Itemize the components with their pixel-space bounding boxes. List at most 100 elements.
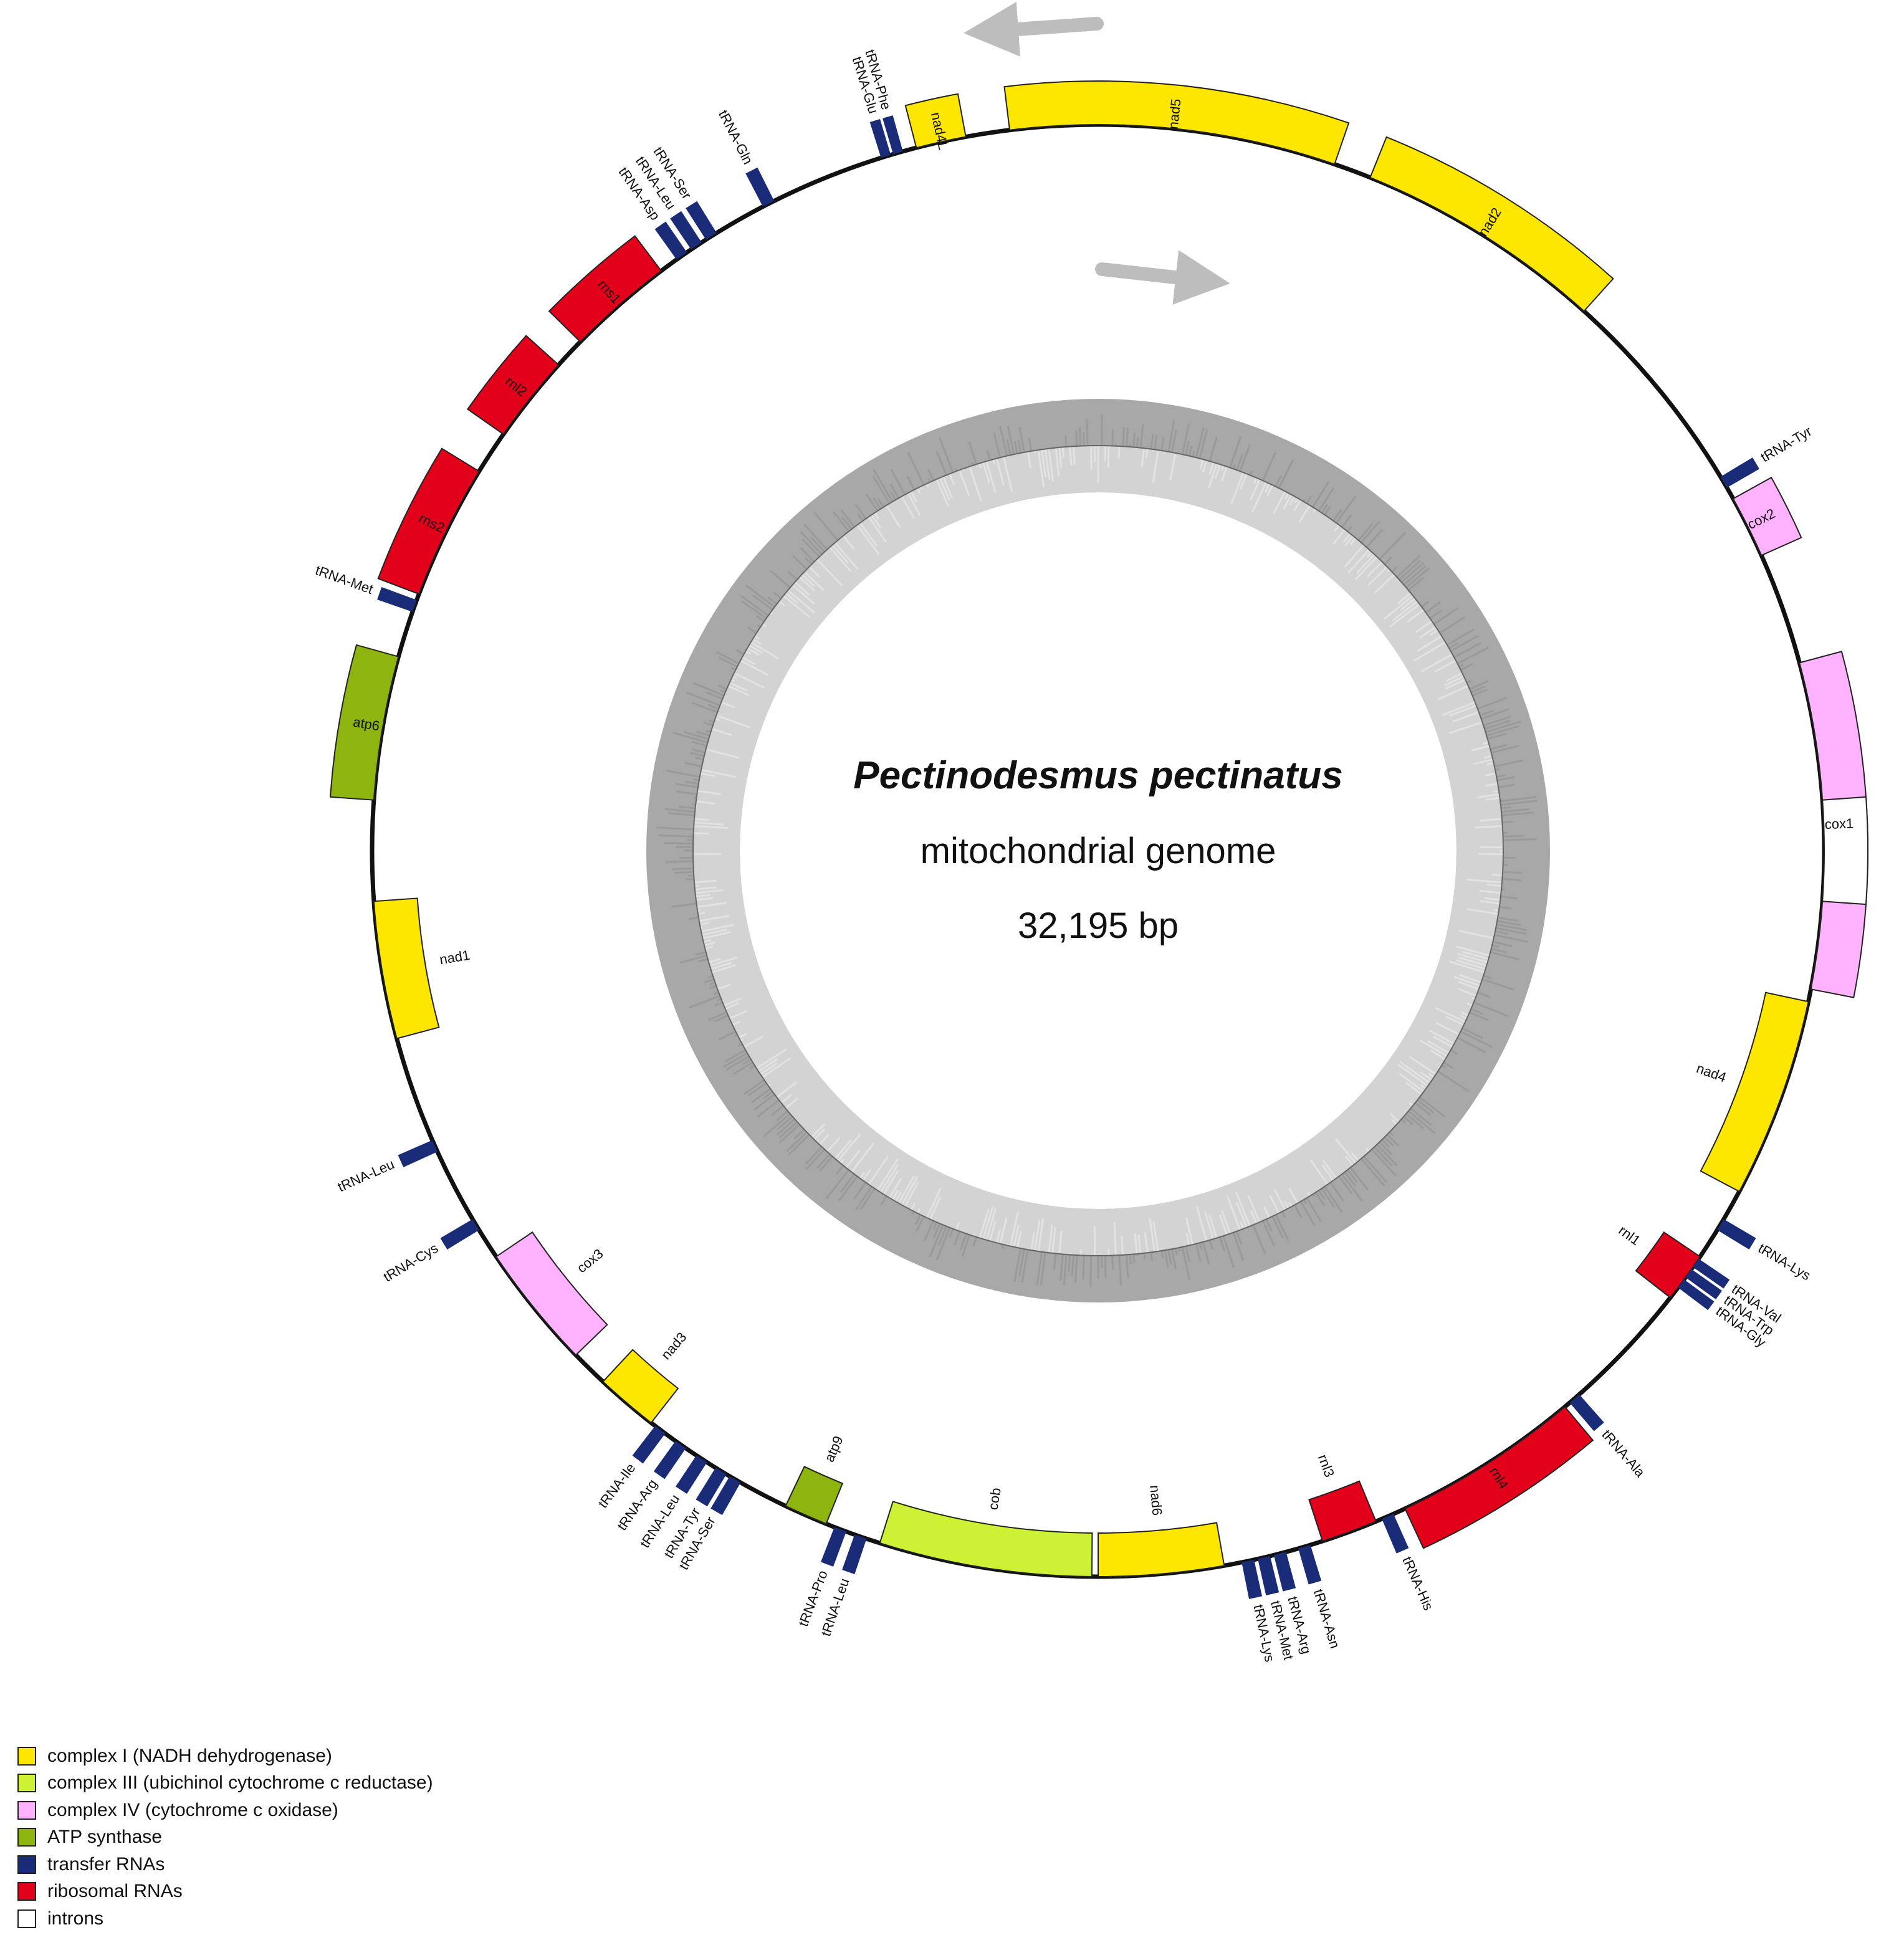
gc-tick bbox=[1428, 1030, 1455, 1045]
gc-tick bbox=[1403, 565, 1427, 586]
gc-tick bbox=[949, 473, 955, 486]
gc-tick bbox=[1496, 774, 1506, 778]
gc-tick bbox=[743, 1079, 765, 1095]
gc-tick bbox=[688, 916, 699, 920]
gc-tick bbox=[678, 805, 696, 810]
gc-tick bbox=[706, 748, 739, 759]
gc-tick bbox=[1312, 480, 1330, 508]
gc-tick bbox=[1016, 1231, 1022, 1248]
gc-tick bbox=[1458, 664, 1464, 668]
gc-tick bbox=[1439, 616, 1465, 634]
gc-tick bbox=[747, 647, 760, 656]
gc-tick bbox=[859, 1188, 876, 1210]
gene-trna-tyr bbox=[696, 1468, 727, 1507]
gc-tick bbox=[709, 985, 717, 990]
gc-tick bbox=[1500, 796, 1537, 803]
gc-tick bbox=[1195, 427, 1205, 458]
gc-tick bbox=[871, 514, 882, 529]
gene-nad4l bbox=[904, 93, 967, 149]
gc-tick bbox=[793, 1129, 805, 1140]
gc-tick bbox=[1441, 1064, 1446, 1069]
gc-tick bbox=[1202, 460, 1208, 473]
gc-tick bbox=[1048, 1225, 1053, 1253]
gc-tick bbox=[910, 1202, 916, 1211]
gc-tick bbox=[906, 476, 916, 490]
gc-tick bbox=[1281, 1211, 1286, 1218]
gc-tick bbox=[1273, 490, 1286, 514]
gc-tick bbox=[1199, 459, 1204, 469]
gc-tick bbox=[1341, 1173, 1364, 1202]
gene-label-trna-tyr: tRNA-Tyr bbox=[1758, 423, 1815, 465]
gc-tick bbox=[1491, 745, 1519, 754]
gc-tick bbox=[1460, 1015, 1468, 1020]
gc-tick bbox=[1502, 820, 1513, 824]
gc-tick bbox=[1121, 1235, 1124, 1255]
gc-tick bbox=[1435, 659, 1457, 672]
gc-tick bbox=[1399, 560, 1422, 581]
gc-tick bbox=[1235, 1202, 1248, 1228]
gc-tick bbox=[1409, 1102, 1414, 1107]
gc-tick bbox=[1470, 686, 1486, 694]
gene-nad5 bbox=[1003, 80, 1350, 165]
gc-tick bbox=[1443, 1061, 1453, 1069]
gene-trna-lys bbox=[1241, 1559, 1263, 1599]
gc-tick bbox=[696, 894, 710, 898]
direction-arrow-counterclockwise bbox=[964, 2, 1104, 57]
gene-cox2 bbox=[1732, 476, 1802, 557]
gc-tick bbox=[1346, 1169, 1358, 1183]
gc-tick bbox=[1455, 959, 1486, 970]
gc-tick bbox=[747, 1082, 767, 1097]
gc-tick bbox=[1405, 1113, 1424, 1129]
gc-tick bbox=[1449, 721, 1483, 734]
gene-trna-asp bbox=[654, 221, 687, 260]
gc-tick bbox=[724, 1049, 747, 1063]
gc-tick bbox=[1487, 732, 1507, 740]
gc-tick bbox=[1446, 672, 1463, 682]
gc-tick bbox=[694, 879, 717, 884]
gc-tick bbox=[1160, 1250, 1164, 1258]
gc-tick bbox=[880, 1195, 887, 1206]
gc-tick bbox=[1473, 758, 1493, 765]
gc-tick bbox=[1477, 697, 1508, 710]
gene-trna-leu bbox=[676, 1455, 707, 1494]
gc-tick bbox=[1403, 1116, 1414, 1125]
gc-tick bbox=[785, 1097, 799, 1109]
gc-tick bbox=[1283, 1201, 1289, 1209]
gc-tick bbox=[750, 1087, 772, 1104]
gc-tick bbox=[1363, 1155, 1387, 1183]
gc-tick bbox=[857, 513, 864, 522]
gc-tick bbox=[932, 1221, 938, 1230]
gc-tick bbox=[1361, 1158, 1385, 1187]
gc-tick bbox=[1471, 745, 1490, 752]
direction-arrow-clockwise bbox=[1095, 250, 1230, 305]
gc-tick bbox=[1435, 1007, 1466, 1023]
gc-tick bbox=[1433, 607, 1458, 625]
gc-tick bbox=[995, 458, 1005, 486]
gc-tick bbox=[831, 544, 849, 564]
gc-tick bbox=[837, 1134, 861, 1162]
gc-tick bbox=[697, 790, 721, 795]
gene-trna-met bbox=[377, 587, 417, 612]
gc-tick bbox=[1152, 449, 1159, 484]
gc-tick bbox=[1239, 473, 1248, 490]
gc-tick bbox=[1480, 900, 1500, 905]
gc-tick bbox=[1442, 701, 1476, 716]
gc-tick bbox=[1262, 452, 1276, 481]
gc-tick bbox=[1021, 1249, 1029, 1283]
gc-tick bbox=[1028, 437, 1033, 452]
gc-tick bbox=[1350, 537, 1357, 545]
gc-tick bbox=[1007, 426, 1015, 455]
gc-tick bbox=[788, 1134, 810, 1155]
gc-tick bbox=[890, 492, 897, 500]
gc-tick bbox=[1278, 459, 1294, 489]
gene-trna-trp bbox=[1685, 1269, 1723, 1300]
gc-tick bbox=[720, 701, 735, 709]
gc-tick bbox=[1458, 988, 1477, 997]
gc-tick bbox=[787, 590, 816, 614]
gc-tick bbox=[978, 1208, 990, 1239]
gc-tick bbox=[845, 1150, 861, 1168]
gc-tick bbox=[1086, 418, 1089, 446]
gc-tick bbox=[697, 902, 727, 908]
gc-tick bbox=[1445, 678, 1466, 690]
gc-tick bbox=[1457, 952, 1488, 963]
